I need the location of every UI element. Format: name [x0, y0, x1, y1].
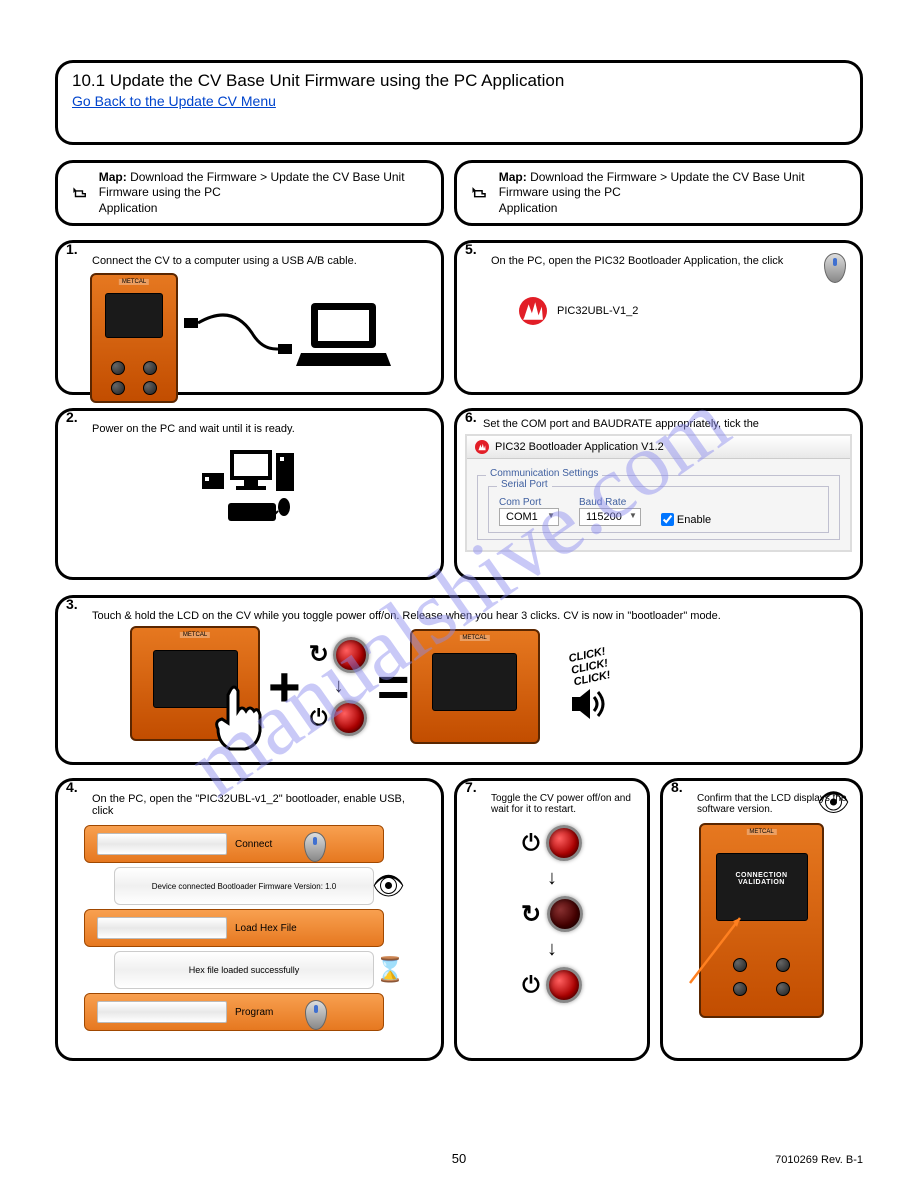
hourglass-icon: ⌛: [375, 956, 405, 985]
go-back-link[interactable]: Go Back to the Update CV Menu: [72, 93, 846, 109]
step-text: Connect the CV to a computer using a USB…: [92, 255, 429, 267]
refresh-icon: ↻: [521, 900, 541, 929]
pointer-arrow: [685, 903, 755, 988]
download-icon: [471, 180, 489, 206]
step-text: Set the COM port and BAUDRATE appropriat…: [483, 418, 856, 430]
step-1-panel: 1. Connect the CV to a computer using a …: [55, 240, 444, 395]
refresh-icon: ↻: [309, 640, 329, 669]
step-5-panel: 5. On the PC, open the PIC32 Bootloader …: [454, 240, 863, 395]
equals-icon: =: [377, 654, 402, 719]
mouse-icon: [305, 1000, 327, 1030]
step-num: 6.: [465, 409, 477, 425]
step-2-panel: 2. Power on the PC and wait until it is …: [55, 408, 444, 580]
map-label-r: Map:: [499, 170, 527, 184]
step-6-panel: 6. Set the COM port and BAUDRATE appropr…: [454, 408, 863, 580]
step-num: 7.: [465, 779, 477, 795]
step-text: Power on the PC and wait until it is rea…: [92, 423, 429, 435]
enable-checkbox[interactable]: Enable: [661, 513, 711, 526]
step-4-panel: 4. On the PC, open the "PIC32UBL-v1_2" b…: [55, 778, 444, 1061]
map-text-r1: Download the Firmware > Update the CV Ba…: [499, 170, 805, 200]
mouse-icon: [304, 832, 326, 862]
map-panel-right: Map: Download the Firmware > Update the …: [454, 160, 863, 226]
baud-rate-select[interactable]: 115200: [579, 508, 641, 526]
step-text: On the PC, open the PIC32 Bootloader App…: [491, 255, 848, 267]
step-num: 4.: [66, 779, 78, 795]
hand-icon: [200, 681, 280, 756]
revision: 7010269 Rev. B-1: [775, 1154, 863, 1166]
power-icon: ⏻: [522, 830, 539, 856]
step-3-panel: 3. Touch & hold the LCD on the CV while …: [55, 595, 863, 765]
map-panel-left: Map: Download the Firmware > Update the …: [55, 160, 444, 226]
click-text: CLICK! CLICK! CLICK!: [568, 645, 612, 688]
step-7-panel: 7. Toggle the CV power off/on and wait f…: [454, 778, 650, 1061]
step-text: Toggle the CV power off/on and wait for …: [491, 793, 635, 815]
step-num: 5.: [465, 241, 477, 257]
window-title: PIC32 Bootloader Application V1.2: [495, 441, 664, 453]
step-num: 3.: [66, 596, 78, 612]
com-port-select[interactable]: COM1: [499, 508, 559, 526]
map-text-1: Download the Firmware > Update the CV Ba…: [99, 170, 405, 200]
microchip-logo-icon: [519, 297, 547, 325]
mouse-icon: [824, 253, 846, 283]
cv-device-result: METCAL: [410, 629, 540, 744]
step-text: Touch & hold the LCD on the CV while you…: [92, 610, 848, 622]
header-panel: 10.1 Update the CV Base Unit Firmware us…: [55, 60, 863, 145]
eye-icon: 👁: [372, 871, 405, 902]
map-text-r2: Application: [499, 201, 558, 215]
microchip-logo-icon: [475, 440, 489, 454]
power-button[interactable]: [333, 637, 369, 673]
usb-cable-icon: [182, 298, 292, 378]
arrow-down-icon: ↓: [334, 675, 344, 698]
bootloader-window: PIC32 Bootloader Application V1.2 Commun…: [465, 434, 852, 552]
download-icon: [72, 176, 89, 210]
status-bar-2: Hex file loaded successfully ⌛: [114, 951, 374, 989]
comm-settings-fieldset: Communication Settings Serial Port Com P…: [477, 475, 840, 540]
page-number: 50: [452, 1151, 466, 1166]
arrow-down-icon: ↓: [547, 938, 557, 961]
power-button[interactable]: [331, 700, 367, 736]
step-num: 8.: [671, 779, 683, 795]
filename-text: PIC32UBL-V1_2: [557, 305, 638, 317]
laptop-icon: [296, 298, 391, 378]
status-bar: Device connected Bootloader Firmware Ver…: [114, 867, 374, 905]
cv-device: METCAL: [90, 273, 178, 403]
header-title: 10.1 Update the CV Base Unit Firmware us…: [72, 71, 846, 91]
desktop-setup-icon: [200, 445, 300, 535]
power-button-off[interactable]: [547, 896, 583, 932]
step-num: 2.: [66, 409, 78, 425]
power-icon: ⏻: [310, 705, 327, 731]
map-label: Map:: [99, 170, 127, 184]
power-button[interactable]: [546, 825, 582, 861]
program-button-bar[interactable]: Program: [84, 993, 384, 1031]
load-hex-button-bar[interactable]: Load Hex File: [84, 909, 384, 947]
power-button[interactable]: [546, 967, 582, 1003]
step-8-panel: 8. 👁 Confirm that the LCD displays the s…: [660, 778, 863, 1061]
power-icon: ⏻: [522, 972, 539, 998]
step-text: On the PC, open the "PIC32UBL-v1_2" boot…: [92, 793, 429, 817]
connect-button-bar[interactable]: Connect: [84, 825, 384, 863]
step-num: 1.: [66, 241, 78, 257]
eye-icon: 👁: [817, 787, 850, 818]
arrow-down-icon: ↓: [547, 867, 557, 890]
speaker-icon: [568, 685, 612, 723]
map-text-2: Application: [99, 201, 158, 215]
